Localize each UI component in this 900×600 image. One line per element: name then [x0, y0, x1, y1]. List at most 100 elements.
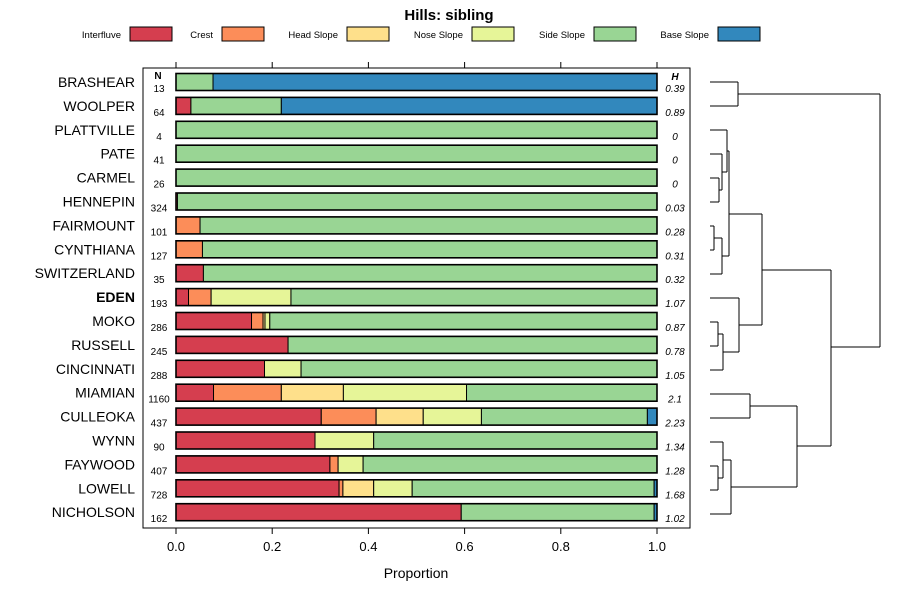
bar-segment-side-slope — [287, 335, 658, 354]
row-h-value: 0 — [672, 132, 678, 143]
bar-segment-head-slope — [342, 479, 375, 498]
bar-segment-interfluve — [175, 96, 192, 115]
row-h-value: 0.28 — [665, 227, 685, 238]
bar-segment-interfluve — [175, 288, 190, 307]
row-h-value: 0.31 — [665, 251, 684, 262]
x-tick-label: 0.4 — [359, 539, 377, 554]
bar-segment-side-slope — [290, 288, 658, 307]
bar-segment-crest — [329, 455, 339, 474]
row-h-value: 2.1 — [667, 395, 682, 406]
bar-segment-interfluve — [175, 503, 462, 522]
legend-swatch-head-slope — [346, 26, 390, 42]
bar-outline — [175, 502, 658, 522]
legend-swatch-interfluve — [129, 26, 173, 42]
legend-label-head-slope: Head Slope — [288, 30, 338, 41]
bar-segment-nose-slope — [264, 359, 302, 378]
bar-outline — [175, 287, 658, 307]
row-label: PATE — [101, 146, 136, 162]
bar-segment-side-slope — [202, 264, 658, 283]
row-label: RUSSELL — [71, 337, 135, 353]
row-label: PLATTVILLE — [54, 122, 135, 138]
row-n-value: 101 — [151, 227, 168, 238]
row-n-value: 286 — [151, 323, 168, 334]
row-n-value: 41 — [153, 156, 165, 167]
bar-segment-side-slope — [480, 407, 648, 426]
legend-swatch-base-slope — [717, 26, 761, 42]
row-h-value: 1.05 — [665, 371, 685, 382]
row-h-value: 1.02 — [665, 514, 685, 525]
row-n-value: 193 — [151, 299, 168, 310]
bar-segment-side-slope — [175, 144, 658, 163]
bar-segment-crest — [175, 240, 203, 259]
row-n-value: 324 — [151, 204, 168, 215]
row-n-value: 728 — [151, 490, 168, 501]
bar-segment-side-slope — [201, 240, 658, 259]
dendrogram — [710, 81, 881, 515]
legend-label-side-slope: Side Slope — [539, 30, 585, 41]
x-tick-label: 1.0 — [648, 539, 666, 554]
bar-segment-head-slope — [375, 407, 424, 426]
row-h-value: 1.07 — [665, 299, 685, 310]
bar-segment-side-slope — [176, 192, 658, 211]
row-nicholson: NICHOLSON 162 1.02 — [52, 502, 685, 525]
x-tick-label: 0.6 — [456, 539, 474, 554]
row-label: BRASHEAR — [58, 74, 135, 90]
row-h-value: 0.03 — [665, 204, 685, 215]
bar-segment-head-slope — [280, 383, 344, 402]
bar-segment-side-slope — [190, 96, 282, 115]
row-label: CULLEOKA — [60, 409, 135, 425]
row-n-value: 127 — [151, 251, 168, 262]
bar-outline — [175, 359, 658, 379]
row-label: CYNTHIANA — [54, 241, 136, 257]
bar-segment-crest — [338, 479, 344, 498]
plot-frame — [142, 67, 691, 529]
bar-outline — [175, 144, 658, 163]
row-h-value: 0 — [672, 180, 678, 191]
bar-outline — [175, 383, 658, 403]
bar-segment-interfluve — [175, 455, 331, 474]
bar-outline — [175, 240, 658, 259]
row-n-value: 64 — [153, 108, 165, 119]
bar-outline — [175, 120, 658, 140]
row-h-value: 1.68 — [665, 490, 685, 501]
row-n-value: 4 — [156, 132, 162, 143]
bar-outline — [175, 431, 658, 450]
row-label: WYNN — [92, 433, 135, 449]
bar-outline — [175, 192, 658, 211]
bar-segment-side-slope — [300, 359, 658, 378]
row-h-value: 1.28 — [665, 466, 685, 477]
bar-segment-base-slope — [646, 407, 658, 426]
row-cincinnati: CINCINNATI 288 1.05 — [56, 359, 685, 382]
bar-segment-crest — [320, 407, 377, 426]
row-pate: PATE 41 0 — [101, 144, 678, 167]
bar-segment-interfluve — [175, 479, 340, 498]
x-tick-label: 0.8 — [552, 539, 570, 554]
n-column-header: N — [154, 71, 161, 82]
x-axis: 0.0 0.2 0.4 0.6 0.8 1.0 — [167, 62, 666, 554]
row-n-value: 35 — [153, 275, 165, 286]
row-cynthiana: CYNTHIANA 127 0.31 — [54, 240, 685, 262]
row-h-value: 0 — [672, 156, 678, 167]
bar-segment-nose-slope — [373, 479, 413, 498]
bar-outline — [175, 263, 658, 283]
bar-segment-nose-slope — [342, 383, 468, 402]
row-h-value: 0.39 — [665, 84, 685, 95]
bar-segment-interfluve — [175, 431, 316, 450]
bar-outline — [175, 311, 658, 331]
row-carmel: CARMEL 26 0 — [77, 168, 678, 191]
bar-segment-crest — [188, 288, 212, 307]
x-tick-label: 0.2 — [263, 539, 281, 554]
bar-segment-nose-slope — [314, 431, 375, 450]
row-label: FAYWOOD — [64, 456, 135, 472]
x-tick-label: 0.0 — [167, 539, 185, 554]
legend-swatch-side-slope — [593, 26, 637, 42]
bar-segment-interfluve — [175, 359, 266, 378]
row-hennepin: HENNEPIN 324 0.03 — [63, 192, 685, 215]
legend-label-crest: Crest — [190, 30, 213, 41]
legend-label-base-slope: Base Slope — [660, 30, 709, 41]
legend-swatch-crest — [221, 26, 265, 42]
row-n-value: 407 — [151, 466, 168, 477]
bar-outline — [175, 335, 658, 355]
row-woolper: WOOLPER 64 0.89 — [63, 96, 685, 119]
bar-segment-interfluve — [175, 312, 253, 330]
